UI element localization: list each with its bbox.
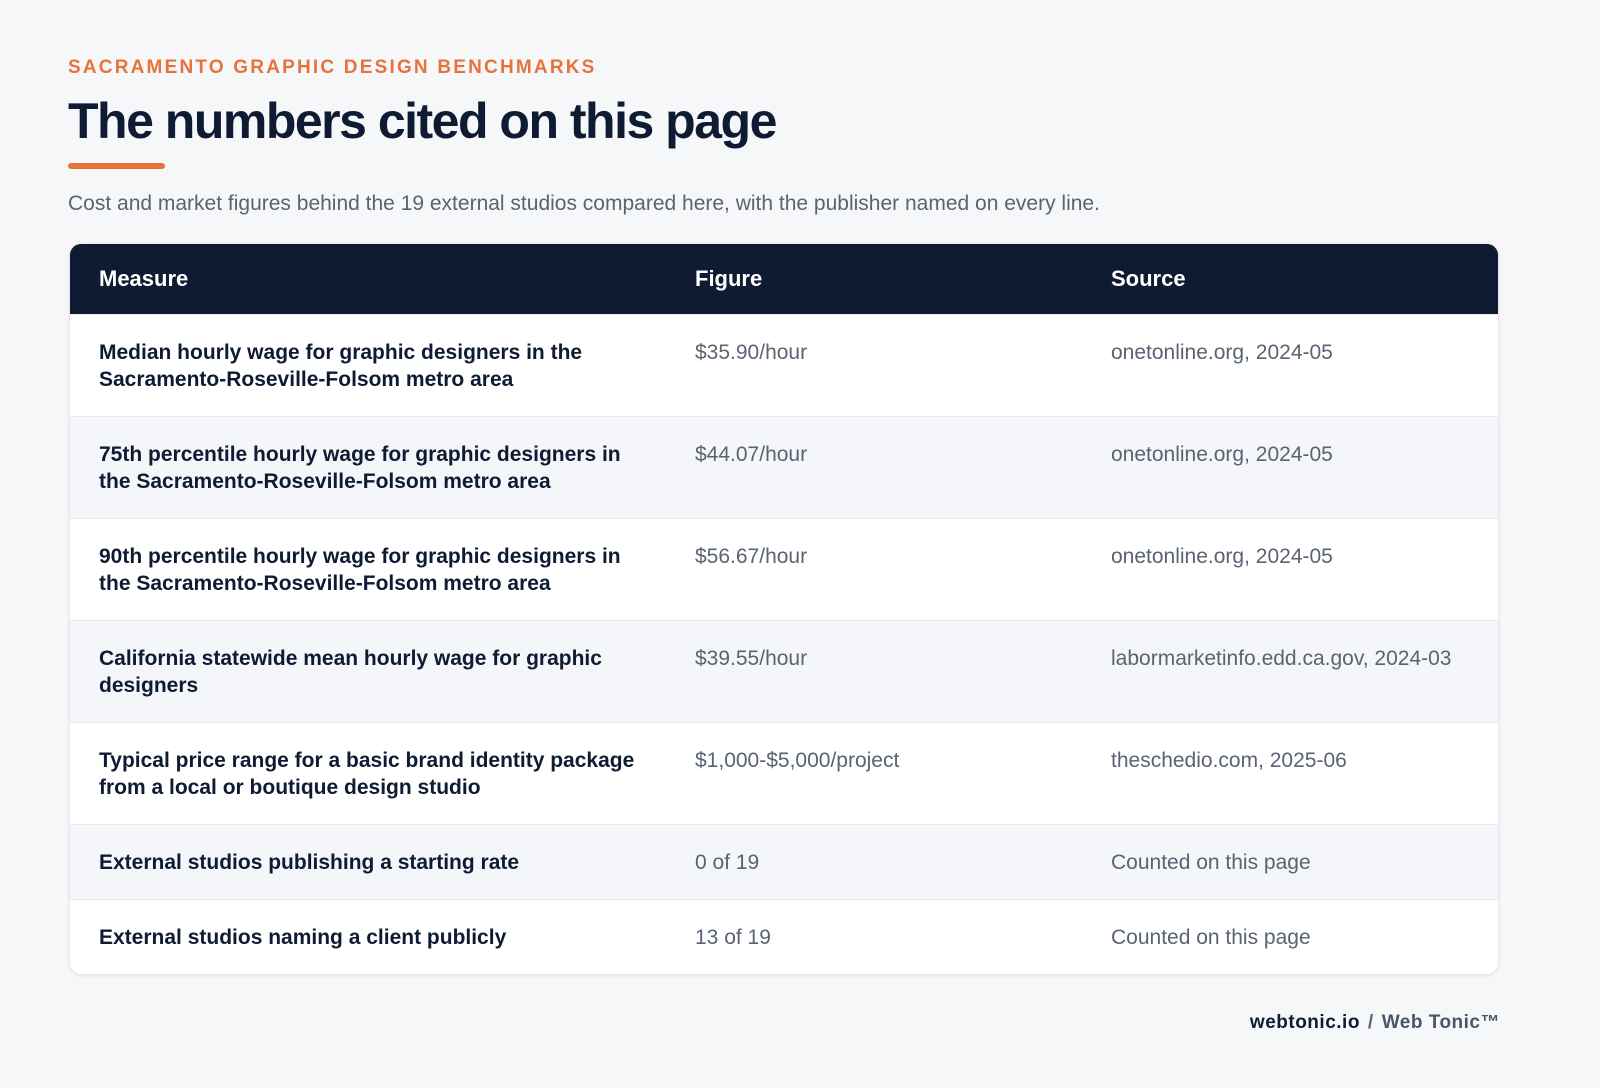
table-cell: Median hourly wage for graphic designers… bbox=[70, 314, 666, 417]
table-row: California statewide mean hourly wage fo… bbox=[70, 620, 1498, 723]
eyebrow: SACRAMENTO GRAPHIC DESIGN BENCHMARKS bbox=[68, 57, 597, 78]
footer-separator: / bbox=[1367, 1012, 1374, 1033]
title: The numbers cited on this page bbox=[68, 93, 777, 149]
table: Measure Figure Source Median hourly wage f… bbox=[70, 244, 1498, 974]
table-cell: $35.90/hour bbox=[666, 314, 1082, 417]
table-cell: onetonline.org, 2024-05 bbox=[1082, 518, 1498, 621]
subtitle: Cost and market figures behind the 19 ex… bbox=[68, 192, 1100, 215]
table-cell: 0 of 19 bbox=[666, 824, 1082, 900]
table-cell: $39.55/hour bbox=[666, 620, 1082, 723]
table-row: External studios publishing a starting r… bbox=[70, 824, 1498, 900]
footer: webtonic.io / Web Tonic™ bbox=[1250, 1012, 1500, 1034]
table-cell: External studios naming a client publicl… bbox=[70, 899, 666, 974]
header-row: Measure Figure Source bbox=[70, 244, 1498, 315]
footer-site: webtonic.io bbox=[1249, 1012, 1360, 1033]
table-cell: theschedio.com, 2025-06 bbox=[1082, 722, 1498, 825]
table-card: Measure Figure Source Median hourly wage f… bbox=[69, 243, 1499, 975]
accent-bar bbox=[68, 163, 165, 169]
table-cell: 13 of 19 bbox=[666, 899, 1082, 974]
table-cell: California statewide mean hourly wage fo… bbox=[70, 620, 666, 723]
table-row: 90th percentile hourly wage for graphic … bbox=[70, 518, 1498, 621]
table-cell: 90th percentile hourly wage for graphic … bbox=[70, 518, 666, 621]
column-header: Measure bbox=[70, 244, 666, 315]
table-cell: onetonline.org, 2024-05 bbox=[1082, 314, 1498, 417]
table-cell: $56.67/hour bbox=[666, 518, 1082, 621]
table-cell: $1,000-$5,000/project bbox=[666, 722, 1082, 825]
column-header: Source bbox=[1082, 244, 1498, 315]
table-cell: Counted on this page bbox=[1082, 824, 1498, 900]
column-header: Figure bbox=[666, 244, 1082, 315]
table-cell: Counted on this page bbox=[1082, 899, 1498, 974]
table-cell: onetonline.org, 2024-05 bbox=[1082, 416, 1498, 519]
table-cell: labormarketinfo.edd.ca.gov, 2024-03 bbox=[1082, 620, 1498, 723]
table-body: Median hourly wage for graphic designers… bbox=[70, 314, 1498, 974]
table-cell: External studios publishing a starting r… bbox=[70, 824, 666, 900]
table-row: Typical price range for a basic brand id… bbox=[70, 722, 1498, 825]
table-cell: 75th percentile hourly wage for graphic … bbox=[70, 416, 666, 519]
footer-brand: Web Tonic™ bbox=[1381, 1012, 1500, 1033]
table-row: 75th percentile hourly wage for graphic … bbox=[70, 416, 1498, 519]
table-row: Median hourly wage for graphic designers… bbox=[70, 314, 1498, 417]
table-cell: $44.07/hour bbox=[666, 416, 1082, 519]
table-row: External studios naming a client publicl… bbox=[70, 899, 1498, 974]
table-cell: Typical price range for a basic brand id… bbox=[70, 722, 666, 825]
